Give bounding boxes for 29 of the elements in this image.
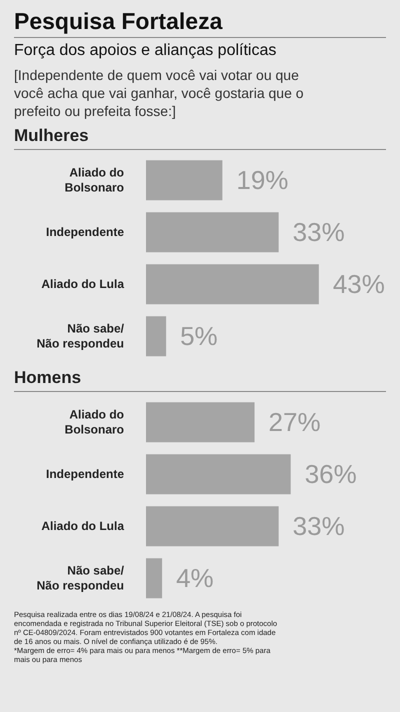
bar	[146, 212, 279, 252]
y-tick-label: Aliado do Bolsonaro	[64, 166, 124, 194]
data-label: 5%	[180, 321, 218, 352]
text: [Independente de quem você vai votar ou que você acha que vai ganhar, você gostaria que o prefeito ou prefeita fosse:]	[14, 66, 305, 120]
bar	[146, 506, 279, 546]
y-tick-label: Não sabe/ Não respondeu	[36, 564, 125, 592]
y-tick-label: Independente	[46, 225, 124, 239]
bar	[146, 454, 291, 494]
data-label: 33%	[292, 217, 345, 248]
data-label: 27%	[268, 407, 321, 438]
y-tick-label: Independente	[46, 467, 124, 481]
text: Força dos apoios e alianças políticas	[14, 42, 278, 60]
y-tick-label: Aliado do Lula	[41, 277, 124, 291]
data-label: 43%	[332, 269, 385, 300]
data-label: 4%	[176, 563, 214, 594]
chart-title: Homens	[14, 368, 386, 392]
bar	[146, 160, 222, 200]
bar	[146, 264, 319, 304]
y-tick-label: Não sabe/ Não respondeu	[36, 322, 125, 350]
data-label: 36%	[304, 459, 357, 490]
chart-title: Mulheres	[14, 126, 386, 150]
text: Pesquisa Fortaleza	[14, 8, 386, 38]
bar	[146, 402, 255, 442]
y-tick-label: Aliado do Lula	[41, 519, 124, 533]
data-label: 19%	[236, 165, 288, 196]
bar	[146, 558, 162, 598]
bar	[146, 316, 166, 356]
y-tick-label: Aliado do Bolsonaro	[64, 408, 124, 436]
data-label: 33%	[292, 511, 345, 542]
